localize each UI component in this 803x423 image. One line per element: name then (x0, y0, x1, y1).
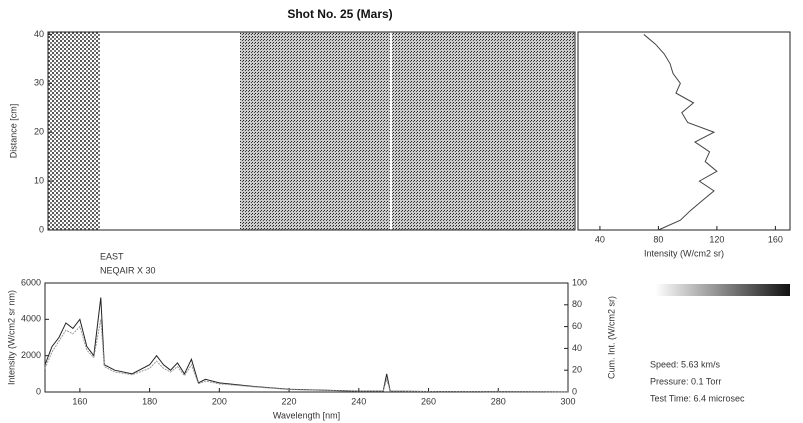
spectral-image (240, 32, 575, 230)
spectrum-line (44, 319, 569, 393)
y-tick-label: 40 (34, 29, 44, 39)
axis-label: Intensity (W/cm2 sr nm) (6, 290, 16, 385)
chart-title: Shot No. 25 (Mars) (287, 7, 392, 21)
x-tick-label: 120 (709, 234, 724, 244)
y-tick-label: 20 (572, 365, 582, 375)
y-tick-label: 60 (572, 321, 582, 331)
annotation: NEQAIR X 30 (100, 265, 156, 275)
info-text: Speed: 5.63 km/s (650, 359, 721, 369)
spectral-image (390, 32, 392, 230)
x-tick-label: 260 (421, 396, 436, 406)
y-tick-label: 10 (34, 175, 44, 185)
info-text: Test Time: 6.4 microsec (650, 393, 745, 403)
frame (47, 31, 576, 231)
y-tick-label: 0 (572, 386, 577, 396)
x-tick-label: 40 (595, 234, 605, 244)
info-text: Pressure: 0.1 Torr (650, 376, 721, 386)
y-tick-label: 20 (34, 127, 44, 137)
profile-line (643, 34, 718, 231)
axis-label: Distance [cm] (8, 104, 18, 159)
x-tick-label: 160 (72, 396, 87, 406)
frame (44, 282, 569, 393)
annotation: EAST (100, 251, 124, 261)
y-tick-label: 100 (572, 277, 587, 287)
y-tick-label: 4000 (21, 314, 41, 324)
x-tick-label: 80 (653, 234, 663, 244)
x-tick-label: 220 (282, 396, 297, 406)
y-tick-label: 2000 (21, 350, 41, 360)
y-tick-label: 80 (572, 299, 582, 309)
axis-label: Cum. Int. (W/cm2 sr) (606, 296, 616, 379)
axis-label: Intensity (W/cm2 sr) (644, 248, 724, 258)
x-tick-label: 240 (351, 396, 366, 406)
x-tick-label: 280 (491, 396, 506, 406)
y-tick-label: 30 (34, 78, 44, 88)
x-tick-label: 180 (142, 396, 157, 406)
spectral-image (48, 32, 100, 230)
axis-label: Wavelength [nm] (273, 410, 340, 420)
colorbar (655, 284, 790, 296)
frame (577, 31, 791, 231)
y-tick-label: 0 (36, 386, 41, 396)
x-tick-label: 200 (212, 396, 227, 406)
spectrum-line (44, 297, 569, 393)
x-tick-label: 300 (560, 396, 575, 406)
y-tick-label: 0 (39, 224, 44, 234)
x-tick-label: 160 (768, 234, 783, 244)
y-tick-label: 40 (572, 343, 582, 353)
y-tick-label: 6000 (21, 277, 41, 287)
